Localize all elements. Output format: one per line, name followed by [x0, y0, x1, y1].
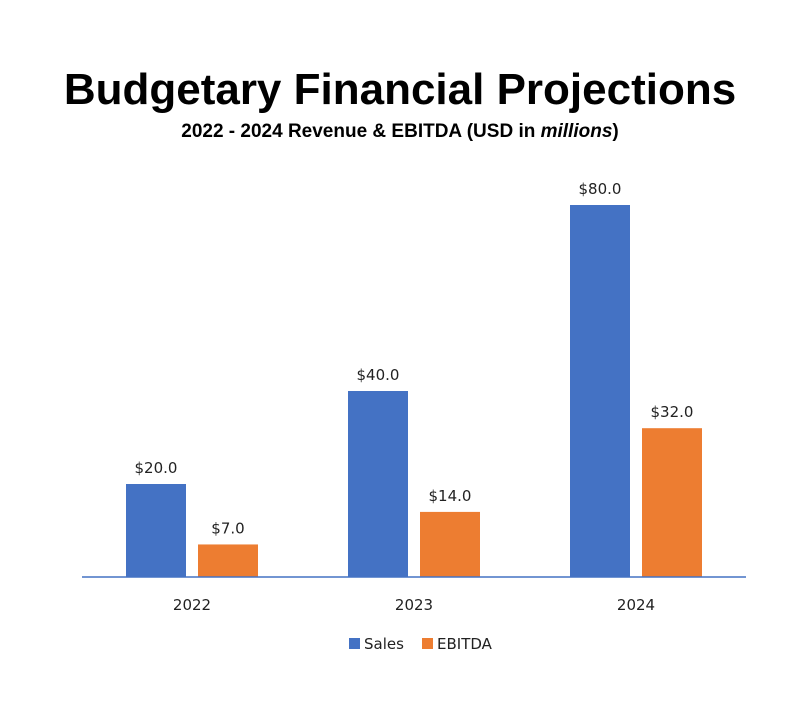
chart-subtitle: 2022 - 2024 Revenue & EBITDA (USD in mil…: [0, 120, 800, 144]
bar-ebitda-2022: [198, 544, 258, 577]
subtitle-units-emphasis: millions: [540, 121, 613, 142]
data-label-sales-2024: $80.0: [579, 180, 622, 198]
legend-label-ebitda: EBITDA: [437, 635, 493, 653]
bar-sales-2024: [570, 205, 630, 577]
bar-ebitda-2023: [420, 511, 480, 577]
data-label-ebitda-2024: $32.0: [651, 403, 694, 421]
data-label-sales-2022: $20.0: [135, 459, 178, 477]
data-label-ebitda-2023: $14.0: [429, 487, 472, 505]
bar-sales-2022: [126, 484, 186, 577]
x-tick-label-2023: 2023: [395, 596, 433, 614]
legend-label-sales: Sales: [364, 635, 404, 653]
data-label-ebitda-2022: $7.0: [211, 519, 244, 537]
data-label-sales-2023: $40.0: [357, 366, 400, 384]
subtitle-text: 2022 - 2024 Revenue & EBITDA (USD in: [181, 121, 541, 142]
chart-title: Budgetary Financial Projections: [63, 65, 737, 114]
subtitle-close: ): [612, 121, 619, 142]
bar-ebitda-2024: [642, 428, 702, 577]
x-tick-label-2024: 2024: [617, 596, 655, 614]
bar-sales-2023: [348, 391, 408, 577]
legend-swatch-ebitda: [422, 638, 433, 649]
x-tick-label-2022: 2022: [173, 596, 211, 614]
legend-swatch-sales: [349, 638, 360, 649]
